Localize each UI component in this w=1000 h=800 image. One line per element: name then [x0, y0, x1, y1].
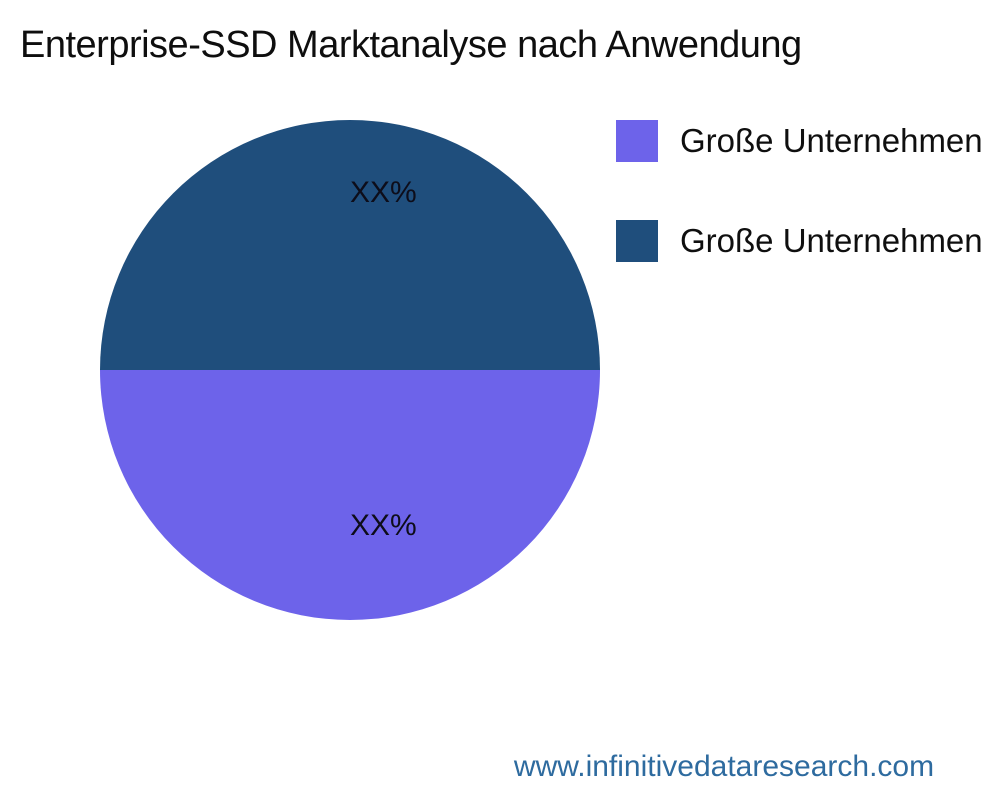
- slice-label-bottom: XX%: [350, 509, 417, 542]
- pie-slice-bottom: [100, 370, 600, 620]
- pie-slice-top: [100, 120, 600, 370]
- footer-url: www.infinitivedataresearch.com: [513, 750, 935, 783]
- legend-label: Große Unternehmen: [680, 122, 983, 159]
- legend-label: Große Unternehmen: [680, 222, 983, 259]
- legend-item: Große Unternehmen: [616, 220, 983, 262]
- chart-title: Enterprise-SSD Marktanalyse nach Anwendu…: [20, 24, 802, 66]
- slice-label-top: XX%: [350, 176, 417, 209]
- legend-item: Große Unternehmen: [616, 120, 983, 162]
- pie-chart: XX% XX%: [100, 120, 600, 620]
- legend-swatch-navy: [616, 220, 658, 262]
- legend-swatch-purple: [616, 120, 658, 162]
